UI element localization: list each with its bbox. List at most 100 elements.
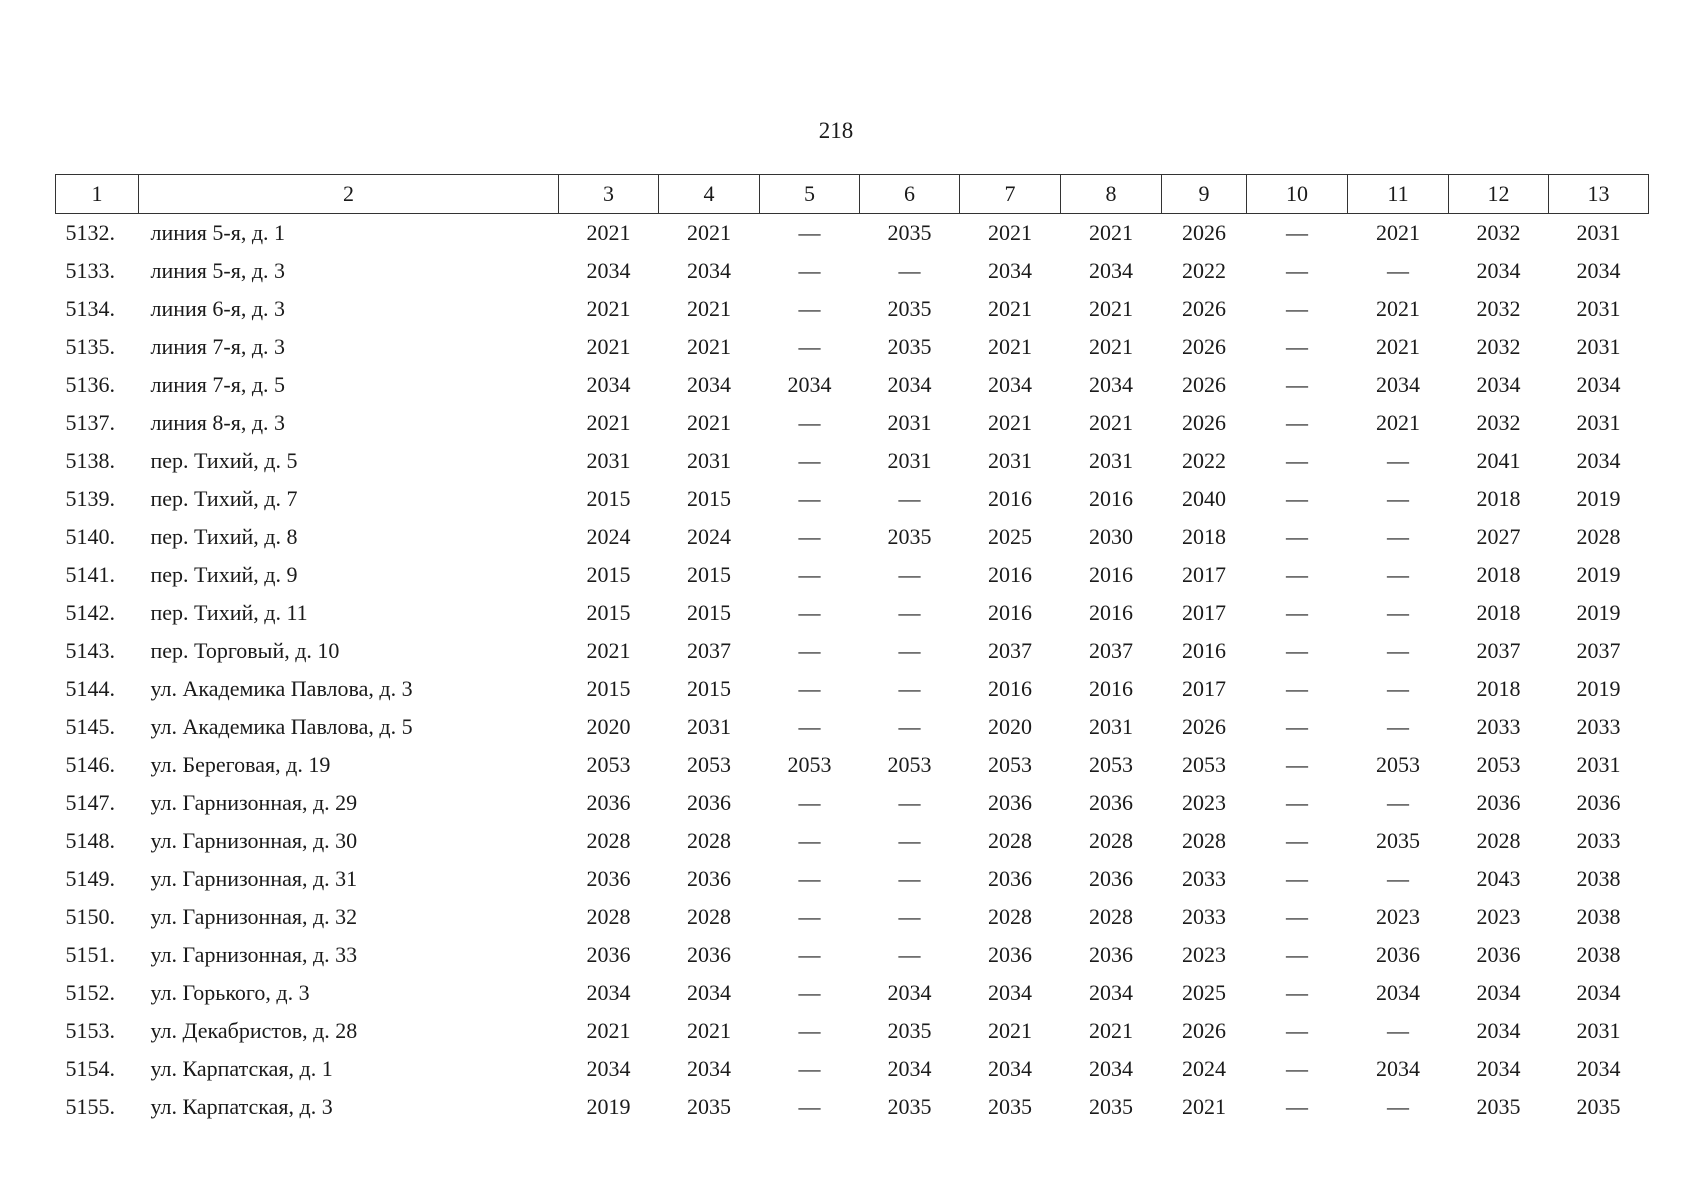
year-cell: 2026 <box>1182 410 1226 435</box>
year-cell: 2035 <box>887 334 932 359</box>
year-cell: 2036 <box>586 866 631 891</box>
year-cell: 2023 <box>1182 790 1226 815</box>
year-cell: — <box>1387 524 1409 549</box>
header-cell: 3 <box>558 174 659 214</box>
table-row: 5140. пер. Тихий, д. 8 2024 2024 — 2035 2025 20… <box>56 518 1649 556</box>
row-number: 5135. <box>65 334 116 359</box>
year-cell: 2035 <box>687 1094 731 1119</box>
year-cell: 2036 <box>1576 790 1621 815</box>
year-cell: — <box>898 714 921 739</box>
year-cell: 2034 <box>586 372 631 397</box>
year-cell: 2016 <box>1182 638 1226 663</box>
address-cell: линия 6-я, д. 3 <box>150 296 286 321</box>
year-cell: 2036 <box>586 942 631 967</box>
table-row: 5150. ул. Гарнизонная, д. 32 2028 2028 — — 202… <box>56 898 1649 936</box>
table-row: 5149. ул. Гарнизонная, д. 31 2036 2036 — — 203… <box>56 860 1649 898</box>
address-cell: ул. Гарнизонная, д. 31 <box>150 866 358 891</box>
year-cell: — <box>898 904 921 929</box>
year-cell: — <box>1286 220 1308 245</box>
year-cell: — <box>798 790 821 815</box>
address-cell: ул. Академика Павлова, д. 5 <box>150 714 413 739</box>
year-cell: 2034 <box>687 1056 731 1081</box>
year-cell: 2028 <box>586 828 631 853</box>
year-cell: — <box>898 828 921 853</box>
address-cell: ул. Карпатская, д. 3 <box>150 1094 333 1119</box>
year-cell: 2035 <box>887 296 932 321</box>
year-cell: 2028 <box>1089 828 1133 853</box>
address-cell: ул. Гарнизонная, д. 30 <box>150 828 358 853</box>
address-cell: ул. Гарнизонная, д. 29 <box>150 790 358 815</box>
year-cell: 2021 <box>1089 334 1133 359</box>
year-cell: 2016 <box>1089 562 1133 587</box>
year-cell: 2019 <box>1576 486 1621 511</box>
year-cell: 2015 <box>687 676 731 701</box>
year-cell: — <box>1387 866 1409 891</box>
year-cell: — <box>798 942 821 967</box>
year-cell: 2028 <box>586 904 631 929</box>
year-cell: 2034 <box>887 1056 932 1081</box>
table: 1 2 3 4 5 6 7 8 9 10 11 12 13 5132. линия 5-я, д. 1 20… <box>55 174 1649 1126</box>
row-number: 5153. <box>65 1018 116 1043</box>
year-cell: 2053 <box>687 752 731 777</box>
year-cell: 2017 <box>1182 562 1226 587</box>
year-cell: 2031 <box>687 448 731 473</box>
year-cell: 2021 <box>988 1018 1032 1043</box>
year-cell: 2022 <box>1182 448 1226 473</box>
row-number: 5148. <box>65 828 116 853</box>
year-cell: 2034 <box>1089 258 1133 283</box>
year-cell: 2016 <box>988 562 1032 587</box>
row-number: 5146. <box>65 752 116 777</box>
address-cell: ул. Береговая, д. 19 <box>150 752 331 777</box>
address-cell: ул. Гарнизонная, д. 32 <box>150 904 358 929</box>
year-cell: 2036 <box>988 942 1032 967</box>
table-row: 5135. линия 7-я, д. 3 2021 2021 — 2035 2021 202… <box>56 328 1649 366</box>
table-row: 5148. ул. Гарнизонная, д. 30 2028 2028 — — 202… <box>56 822 1649 860</box>
year-cell: 2015 <box>687 486 731 511</box>
year-cell: — <box>1387 600 1409 625</box>
table-row: 5146. ул. Береговая, д. 19 2053 2053 2053 205… <box>56 746 1649 784</box>
year-cell: 2022 <box>1182 258 1226 283</box>
year-cell: 2015 <box>586 486 631 511</box>
year-cell: 2019 <box>1576 600 1621 625</box>
row-number: 5140. <box>65 524 116 549</box>
header-cell: 6 <box>859 174 960 214</box>
year-cell: 2035 <box>1576 1094 1621 1119</box>
year-cell: 2026 <box>1182 334 1226 359</box>
year-cell: 2037 <box>1476 638 1521 663</box>
year-cell: 2016 <box>988 486 1032 511</box>
table-row: 5141. пер. Тихий, д. 9 2015 2015 — — 2016 2016 2… <box>56 556 1649 594</box>
year-cell: — <box>798 904 821 929</box>
year-cell: 2034 <box>1576 448 1621 473</box>
address-cell: пер. Тихий, д. 9 <box>150 562 298 587</box>
year-cell: — <box>1286 752 1308 777</box>
table-row: 5139. пер. Тихий, д. 7 2015 2015 — — 2016 2016 2… <box>56 480 1649 518</box>
year-cell: 2034 <box>988 980 1032 1005</box>
year-cell: 2016 <box>1089 600 1133 625</box>
year-cell: 2034 <box>1576 372 1621 397</box>
row-number: 5139. <box>65 486 116 511</box>
year-cell: — <box>1286 714 1308 739</box>
year-cell: 2036 <box>1089 866 1133 891</box>
year-cell: 2034 <box>586 258 631 283</box>
year-cell: 2053 <box>1089 752 1133 777</box>
address-cell: линия 5-я, д. 1 <box>150 220 286 245</box>
year-cell: 2032 <box>1476 296 1521 321</box>
table-row: 5137. линия 8-я, д. 3 2021 2021 — 2031 2021 202… <box>56 404 1649 442</box>
address-cell: пер. Торговый, д. 10 <box>150 638 340 663</box>
year-cell: 2026 <box>1182 220 1226 245</box>
year-cell: 2021 <box>586 334 631 359</box>
year-cell: 2016 <box>1089 676 1133 701</box>
year-cell: 2034 <box>887 372 932 397</box>
year-cell: 2032 <box>1476 410 1521 435</box>
table-row: 5151. ул. Гарнизонная, д. 33 2036 2036 — — 203… <box>56 936 1649 974</box>
year-cell: 2035 <box>1089 1094 1133 1119</box>
year-cell: — <box>798 1018 821 1043</box>
year-cell: — <box>798 1094 821 1119</box>
year-cell: 2033 <box>1576 828 1621 853</box>
year-cell: 2037 <box>988 638 1032 663</box>
row-number: 5138. <box>65 448 116 473</box>
year-cell: 2020 <box>988 714 1032 739</box>
year-cell: — <box>1387 676 1409 701</box>
year-cell: — <box>898 790 921 815</box>
year-cell: 2031 <box>988 448 1032 473</box>
